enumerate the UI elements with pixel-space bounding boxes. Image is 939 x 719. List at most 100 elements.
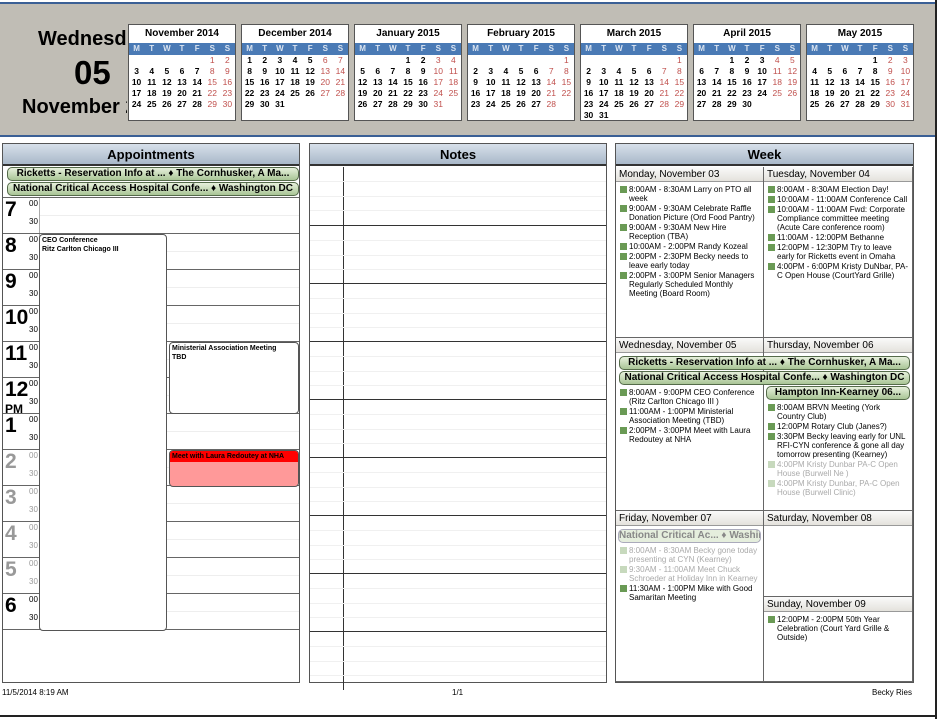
calendar-day[interactable]: 8 [872, 66, 878, 76]
calendar-day[interactable]: 10 [485, 77, 496, 87]
calendar-day[interactable]: 1 [729, 55, 735, 65]
calendar-day[interactable]: 19 [305, 77, 315, 87]
week-event[interactable]: 8:00AM - 8:30AM Larry on PTO all week [620, 185, 761, 203]
calendar-day[interactable]: 4 [616, 66, 622, 76]
calendar-day[interactable]: 28 [335, 88, 346, 98]
calendar-day[interactable]: 4 [774, 55, 780, 65]
calendar-day[interactable]: 9 [586, 77, 591, 87]
calendar-day[interactable]: 27 [531, 99, 541, 109]
calendar-day[interactable]: 25 [501, 99, 511, 109]
week-day-monday[interactable]: Monday, November 03 8:00AM - 8:30AM Larry… [616, 167, 764, 338]
calendar-day[interactable]: 21 [659, 88, 669, 98]
calendar-day[interactable]: 28 [659, 99, 669, 109]
calendar-day[interactable]: 8 [564, 66, 569, 76]
calendar-day[interactable]: 2 [225, 55, 230, 65]
week-day-thursday[interactable]: Thursday, November 06 Hampton Inn-Kearney… [764, 338, 913, 511]
calendar-day[interactable]: 1 [564, 55, 569, 65]
calendar-day[interactable]: 29 [727, 99, 737, 109]
calendar-day[interactable]: 8 [729, 66, 735, 76]
calendar-day[interactable]: 26 [305, 88, 315, 98]
week-day-wednesday[interactable]: Wednesday, November 05 8:00AM - 9:00PM CE… [616, 338, 910, 511]
calendar-day[interactable]: 11 [614, 77, 624, 87]
calendar-day[interactable]: 24 [131, 99, 142, 109]
week-event[interactable]: 10:00AM - 11:00AM Fwd: Corporate Complia… [768, 205, 910, 232]
calendar-day[interactable]: 2 [420, 55, 426, 65]
calendar-day[interactable]: 24 [757, 88, 767, 98]
calendar-day[interactable]: 15 [207, 77, 217, 87]
week-event[interactable]: 2:00PM - 2:30PM Becky needs to leave ear… [620, 252, 761, 270]
calendar-day[interactable]: 1 [247, 55, 252, 65]
week-event[interactable]: 4:00PM Kristy Dunbar, PA-C Open House (B… [768, 479, 910, 497]
calendar-day[interactable]: 27 [372, 99, 383, 109]
calendar-day[interactable]: 12 [357, 77, 368, 87]
calendar-day[interactable]: 4 [812, 66, 817, 76]
notes-section[interactable] [310, 399, 606, 458]
calendar-day[interactable]: 30 [742, 99, 752, 109]
calendar-day[interactable]: 11 [449, 66, 458, 76]
calendar-day[interactable]: 29 [674, 99, 685, 109]
calendar-day[interactable]: 6 [179, 66, 185, 76]
notes-area[interactable] [310, 167, 606, 690]
calendar-day[interactable]: 26 [516, 99, 526, 109]
calendar-day[interactable]: 12 [824, 77, 835, 87]
calendar-day[interactable]: 15 [727, 77, 737, 87]
calendar-day[interactable]: 22 [870, 88, 880, 98]
calendar-day[interactable]: 25 [772, 88, 782, 98]
calendar-day[interactable]: 18 [448, 77, 459, 87]
calendar-day[interactable]: 17 [900, 77, 911, 87]
calendar-day[interactable]: 21 [335, 77, 346, 87]
calendar-day[interactable]: 4 [451, 55, 456, 65]
calendar-day[interactable]: 22 [403, 88, 413, 98]
calendar-day[interactable]: 10 [275, 66, 285, 76]
calendar-day[interactable]: 19 [162, 88, 172, 98]
calendar-day[interactable]: 20 [320, 77, 330, 87]
calendar-day[interactable]: 15 [561, 77, 572, 87]
calendar-day[interactable]: 13 [531, 77, 541, 87]
all-day-event[interactable]: Ricketts - Reservation Info at ... ♦ The… [619, 356, 910, 370]
week-event[interactable]: 9:30AM - 11:00AM Meet Chuck Schroeder at… [620, 565, 761, 583]
calendar-day[interactable]: 29 [870, 99, 880, 109]
calendar-day[interactable]: 26 [357, 99, 368, 109]
week-day-friday[interactable]: Friday, November 07 National Critical Ac.… [616, 511, 764, 682]
calendar-day[interactable]: 2 [586, 66, 591, 76]
calendar-day[interactable]: 30 [259, 99, 270, 109]
calendar-day[interactable]: 13 [840, 77, 850, 87]
calendar-day[interactable]: 23 [259, 88, 270, 98]
week-event[interactable]: 10:00AM - 11:00AM Conference Call [768, 195, 910, 204]
calendar-day[interactable]: 25 [146, 99, 157, 109]
calendar-day[interactable]: 16 [885, 77, 895, 87]
notes-section[interactable] [310, 341, 606, 400]
calendar-day[interactable]: 18 [614, 88, 624, 98]
calendar-day[interactable]: 6 [533, 66, 539, 76]
calendar-day[interactable]: 14 [335, 66, 346, 76]
appointment-meet-laura[interactable]: Meet with Laura Redoutey at NHA [169, 450, 299, 487]
calendar-day[interactable]: 13 [644, 77, 654, 87]
calendar-day[interactable]: 25 [290, 88, 300, 98]
calendar-day[interactable]: 5 [360, 66, 365, 76]
calendar-day[interactable]: 22 [207, 88, 217, 98]
calendar-day[interactable]: 19 [824, 88, 835, 98]
calendar-day[interactable]: 5 [164, 66, 170, 76]
notes-section[interactable] [310, 457, 606, 516]
calendar-day[interactable]: 16 [418, 77, 428, 87]
calendar-day[interactable]: 3 [759, 55, 765, 65]
calendar-day[interactable]: 4 [503, 66, 509, 76]
calendar-day[interactable]: 29 [244, 99, 255, 109]
week-event[interactable]: 4:00PM Kristy Dunbar PA-C Open House (Bu… [768, 460, 910, 478]
calendar-day[interactable]: 1 [677, 55, 682, 65]
calendar-day[interactable]: 2 [473, 66, 478, 76]
calendar-day[interactable]: 31 [598, 110, 609, 120]
calendar-day[interactable]: 17 [275, 77, 285, 87]
calendar-day[interactable]: 16 [470, 88, 481, 98]
week-event[interactable]: 2:00PM - 3:00PM Meet with Laura Redoutey… [620, 426, 761, 444]
calendar-day[interactable]: 6 [699, 66, 704, 76]
calendar-day[interactable]: 24 [598, 99, 609, 109]
calendar-day[interactable]: 23 [885, 88, 895, 98]
calendar-day[interactable]: 16 [259, 77, 270, 87]
calendar-day[interactable]: 6 [322, 55, 328, 65]
calendar-day[interactable]: 17 [598, 88, 609, 98]
calendar-day[interactable]: 15 [674, 77, 685, 87]
all-day-event[interactable]: Hampton Inn-Kearney 06... [766, 386, 910, 400]
calendar-day[interactable]: 3 [435, 55, 441, 65]
calendar-day[interactable]: 9 [225, 66, 230, 76]
